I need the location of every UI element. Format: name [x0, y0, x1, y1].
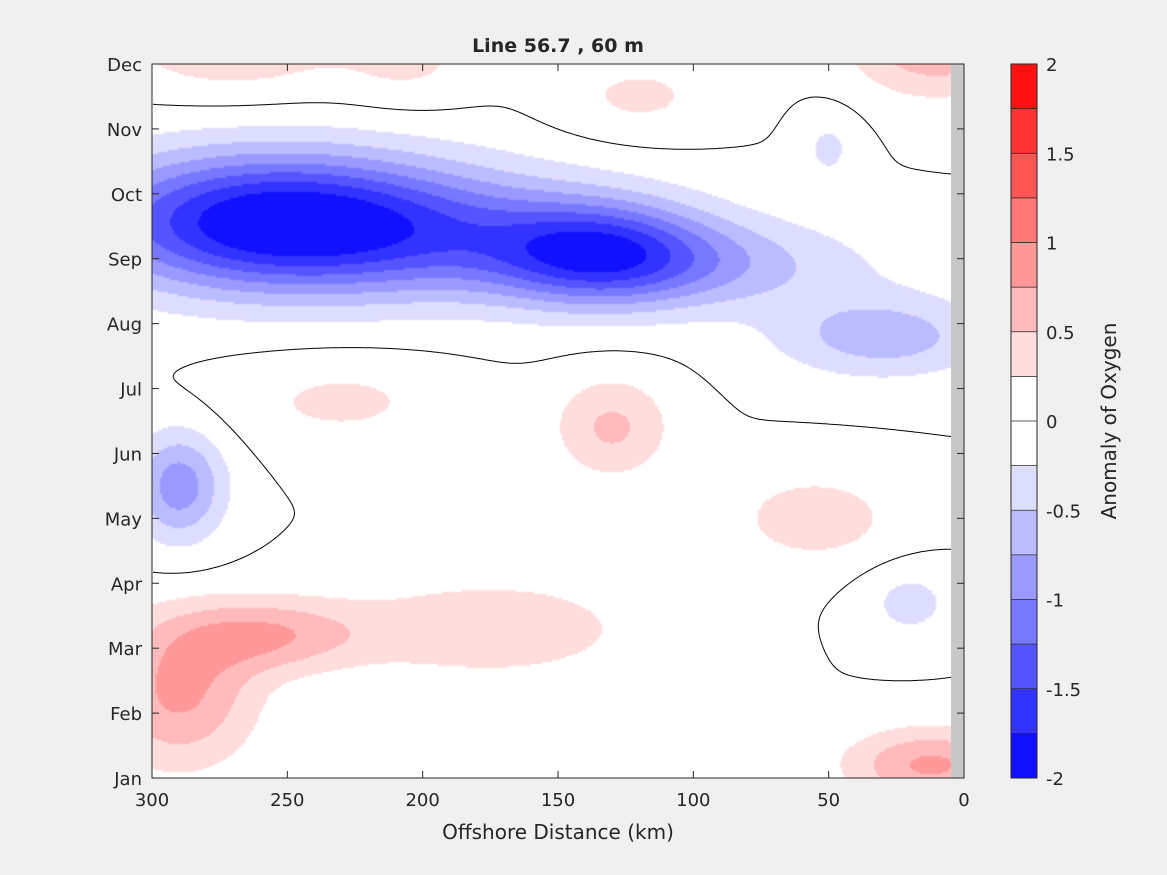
y-tick-label: Jul: [119, 380, 142, 401]
x-axis-label: Offshore Distance (km): [442, 820, 674, 844]
colorbar-band: [1011, 376, 1037, 422]
colorbar-tick-label: 0.5: [1046, 323, 1075, 344]
colorbar-tick-label: 1.5: [1046, 144, 1075, 165]
colorbar-band: [1011, 197, 1037, 244]
y-tick-label: Dec: [107, 55, 142, 76]
y-axis: Jan Feb Mar Apr May Jun Jul Aug Sep Oct Nov Dec: [105, 55, 964, 790]
x-tick-label: 250: [270, 790, 304, 811]
colorbar: -2 -1.5 -1 -0.5 0 0.5 1 1.5 2 Anomaly of Oxygen: [1010, 55, 1121, 790]
zero-contour-path: [152, 96, 964, 682]
colorbar-band: [1011, 465, 1037, 511]
colorbar-band: [1011, 554, 1037, 601]
colorbar-band: [1011, 287, 1037, 333]
y-tick-label: Feb: [110, 704, 142, 725]
x-tick-label: 0: [958, 790, 969, 811]
x-tick-label: 150: [541, 790, 575, 811]
y-tick-label: May: [105, 509, 143, 530]
colorbar-band: [1011, 688, 1037, 734]
anomaly-contour-fill: [152, 64, 964, 778]
colorbar-tick-label: -0.5: [1046, 501, 1081, 522]
colorbar-band: [1011, 64, 1037, 110]
chart-title: Line 56.7 , 60 m: [472, 35, 644, 57]
y-tick-label: Apr: [111, 574, 143, 595]
colorbar-tick-label: 1: [1046, 234, 1057, 255]
colorbar-band: [1011, 510, 1037, 556]
colorbar-tick-label: -1: [1046, 591, 1064, 612]
colorbar-bands: [1011, 64, 1037, 779]
colorbar-label: Anomaly of Oxygen: [1097, 323, 1121, 520]
colorbar-tick-label: 2: [1046, 55, 1057, 76]
colorbar-band: [1011, 331, 1037, 377]
y-tick-label: Jan: [113, 769, 142, 790]
colorbar-tick-label: 0: [1046, 412, 1057, 433]
colorbar-tick-label: -2: [1046, 769, 1064, 790]
y-tick-label: Oct: [111, 185, 142, 206]
colorbar-band: [1011, 644, 1037, 690]
y-tick-label: Nov: [107, 120, 142, 141]
y-tick-label: Aug: [107, 315, 142, 336]
colorbar-band: [1011, 242, 1037, 288]
plot-area: [151, 63, 965, 779]
no-data-strip: [951, 64, 964, 778]
x-tick-label: 50: [817, 790, 840, 811]
x-tick-label: 200: [405, 790, 439, 811]
colorbar-band: [1011, 599, 1037, 645]
y-tick-label: Mar: [108, 639, 143, 660]
colorbar-band: [1011, 108, 1037, 154]
x-axis: 300 250 200 150 100 50 0: [135, 64, 970, 811]
zero-contour-lines: [152, 96, 964, 682]
colorbar-band: [1011, 733, 1037, 779]
x-tick-label: 100: [676, 790, 710, 811]
y-tick-label: Sep: [108, 250, 142, 271]
x-tick-label: 300: [135, 790, 169, 811]
colorbar-frame: [1010, 63, 1038, 779]
colorbar-band: [1011, 421, 1037, 467]
colorbar-ticks: -2 -1.5 -1 -0.5 0 0.5 1 1.5 2: [1046, 55, 1081, 790]
y-tick-label: Jun: [113, 444, 142, 465]
colorbar-tick-label: -1.5: [1046, 680, 1081, 701]
colorbar-band: [1011, 153, 1037, 199]
